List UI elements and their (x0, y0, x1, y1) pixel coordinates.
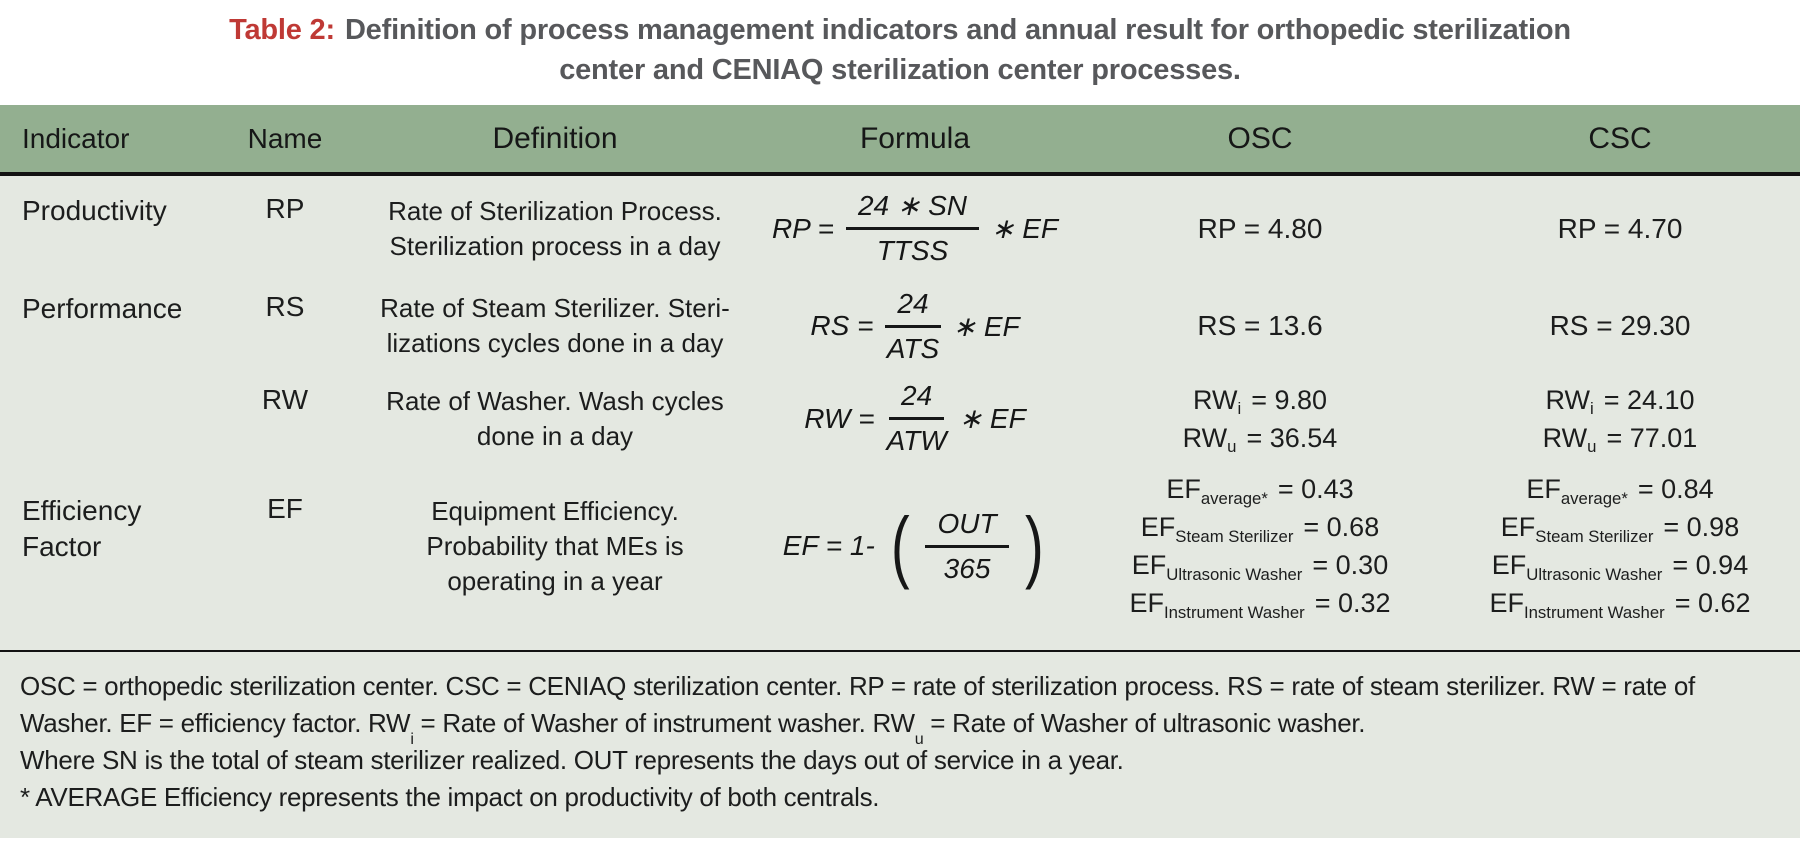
result-ef-steam: EF Steam Sterilizer = 0.98 (1500, 512, 1740, 546)
header-cell-csc: CSC (1588, 121, 1652, 155)
table-header-row: Indicator Name Definition Formula OSC CS… (0, 105, 1800, 176)
name-text: RW (261, 384, 309, 415)
definition-text: Rate of Washer. Wash cycles done in a da… (386, 385, 724, 451)
cell-name: RS (210, 281, 360, 371)
cell-osc-result: RP = 4.80 (1197, 212, 1323, 244)
cell-formula: EF = 1- ( OUT 365 ) (750, 466, 1080, 626)
result-ef-instrument: EF Instrument Washer = 0.32 (1129, 588, 1391, 622)
cell-osc-result: EF average* = 0.43 EF Steam Sterilizer = 0.6… (1080, 466, 1440, 626)
definition-text: Rate of Sterilization Process. Steriliza… (388, 195, 722, 261)
cell-indicator: Efficiency Factor (0, 466, 210, 626)
cell-csc-result: RS = 29.30 (1549, 310, 1691, 341)
cell-osc-result: RW i = 9.80 RW u = 36.54 (1080, 371, 1440, 466)
cell-indicator-empty (0, 371, 210, 466)
formula-ef: EF = 1- ( OUT 365 ) (782, 501, 1044, 590)
caption-text-line1: Definition of process management indicat… (344, 14, 1571, 46)
cell-formula: RW = 24 ATW ∗ EF (750, 371, 1080, 466)
result-ef-instrument: EF Instrument Washer = 0.62 (1489, 588, 1751, 622)
header-cell-definition: Definition (492, 121, 618, 155)
cell-indicator: Productivity (0, 176, 210, 281)
name-text: EF (267, 493, 303, 524)
result-ef-ultrasonic: EF Ultrasonic Washer = 0.30 (1131, 550, 1389, 584)
result-rw-i: RW i = 24.10 (1545, 384, 1695, 419)
formula-rs: RS = 24 ATS ∗ EF (810, 287, 1020, 364)
cell-definition: Rate of Sterilization Process. Steriliza… (360, 176, 750, 281)
footnote-line-2: Washer. EF = efficiency factor. RWi = Ra… (20, 708, 1366, 748)
cell-definition: Rate of Washer. Wash cycles done in a da… (360, 371, 750, 466)
cell-formula: RP = 24 ∗ SN TTSS ∗ EF (750, 176, 1080, 281)
indicator-text: Efficiency Factor (22, 495, 142, 562)
result-rw-u: RW u = 36.54 (1182, 422, 1338, 457)
result-ef-ultrasonic: EF Ultrasonic Washer = 0.94 (1491, 550, 1749, 584)
formula-rp: RP = 24 ∗ SN TTSS ∗ EF (771, 189, 1059, 267)
cell-indicator: Performance (0, 281, 210, 371)
indicator-text: Productivity (22, 195, 167, 226)
table-row-washer: RW Rate of Washer. Wash cycles done in a… (0, 371, 1800, 466)
result-rw-i: RW i = 9.80 (1192, 384, 1328, 419)
cell-name: RW (210, 371, 360, 466)
cell-name: EF (210, 466, 360, 626)
definition-text: Equipment Efficiency. Probability that M… (426, 495, 684, 596)
result-ef-average: EF average* = 0.84 (1526, 474, 1714, 508)
cell-name: RP (210, 176, 360, 281)
name-text: RS (265, 291, 305, 322)
result-ef-average: EF average* = 0.43 (1166, 474, 1354, 508)
cell-csc-result: EF average* = 0.84 EF Steam Sterilizer = 0.9… (1440, 466, 1800, 626)
table-row-performance: Performance RS Rate of Steam Sterilizer.… (0, 281, 1800, 371)
result-rw-u: RW u = 77.01 (1542, 422, 1698, 457)
table-body: Productivity RP Rate of Sterilization Pr… (0, 176, 1800, 650)
cell-definition: Rate of Steam Sterilizer. Steri- lizatio… (360, 281, 750, 371)
cell-osc-result: RS = 13.6 (1197, 310, 1323, 341)
table-row-productivity: Productivity RP Rate of Sterilization Pr… (0, 176, 1800, 281)
footnote-line-4: * AVERAGE Efficiency represents the impa… (20, 782, 880, 812)
definition-text: Rate of Steam Sterilizer. Steri- lizatio… (380, 293, 730, 358)
fraction: OUT 365 (925, 507, 1009, 585)
fraction: 24 ATS (885, 287, 941, 364)
header-cell-formula: Formula (859, 121, 971, 155)
caption-line-1: Table 2: Definition of process management… (0, 10, 1800, 50)
indicator-text: Performance (22, 293, 183, 324)
caption-text-line2: center and CENIAQ sterilization center p… (559, 54, 1241, 86)
cell-csc-result: RW i = 24.10 RW u = 77.01 (1440, 371, 1800, 466)
table-row-efficiency-factor: Efficiency Factor EF Equipment Efficienc… (0, 466, 1800, 626)
fraction: 24 ∗ SN TTSS (845, 189, 980, 267)
cell-csc-result: RP = 4.70 (1557, 212, 1683, 244)
footnote-line-1: OSC = orthopedic sterilization center. C… (20, 671, 1695, 701)
header-cell-name: Name (247, 122, 323, 154)
table-footnotes: OSC = orthopedic sterilization center. C… (0, 650, 1800, 838)
cell-formula: RS = 24 ATS ∗ EF (750, 281, 1080, 371)
fraction: 24 ATW (886, 380, 947, 456)
footnote-line-3: Where SN is the total of steam sterilize… (20, 745, 1124, 775)
header-cell-osc: OSC (1227, 121, 1293, 155)
formula-rw: RW = 24 ATW ∗ EF (804, 380, 1026, 456)
name-text: RP (265, 193, 305, 224)
table-caption: Table 2: Definition of process management… (0, 0, 1800, 105)
result-ef-steam: EF Steam Sterilizer = 0.68 (1140, 512, 1380, 546)
cell-definition: Equipment Efficiency. Probability that M… (360, 466, 750, 626)
header-cell-indicator: Indicator (22, 122, 130, 154)
caption-label: Table 2: (229, 14, 335, 46)
